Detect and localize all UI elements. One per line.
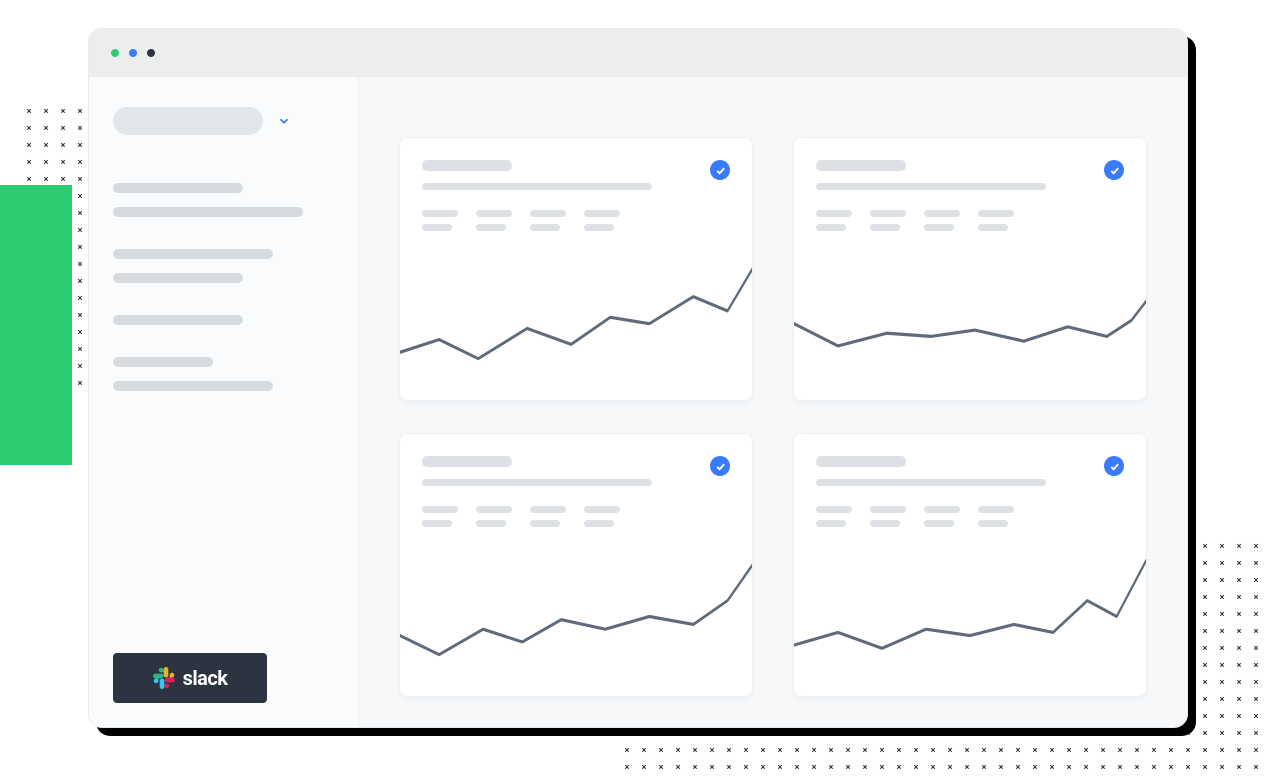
- traffic-light-green[interactable]: [111, 49, 119, 57]
- metric-card[interactable]: [399, 433, 753, 697]
- card-stat: [978, 210, 1014, 231]
- card-stat: [530, 210, 566, 231]
- sparkline-chart: [400, 537, 752, 696]
- sparkline-chart: [794, 241, 1146, 400]
- app-window: slack: [88, 28, 1188, 728]
- card-stat: [422, 506, 458, 527]
- card-stat: [422, 210, 458, 231]
- sidebar-nav: [113, 183, 334, 423]
- check-badge: [1104, 160, 1124, 180]
- card-stat: [476, 506, 512, 527]
- slack-icon: [153, 667, 175, 689]
- card-header: [422, 160, 730, 190]
- card-title: [422, 456, 512, 467]
- card-stat: [584, 210, 620, 231]
- card-title: [816, 456, 906, 467]
- sidebar-item[interactable]: [113, 249, 273, 259]
- workspace-pill: [113, 107, 263, 135]
- app-body: slack: [89, 77, 1187, 727]
- card-header: [816, 160, 1124, 190]
- sidebar-group: [113, 357, 334, 391]
- sidebar-item[interactable]: [113, 315, 243, 325]
- check-icon: [1109, 461, 1120, 472]
- card-subtitle: [816, 479, 1046, 486]
- card-subtitle: [422, 479, 652, 486]
- card-stat: [924, 506, 960, 527]
- sidebar-group: [113, 183, 334, 217]
- metric-card[interactable]: [793, 137, 1147, 401]
- card-header: [816, 456, 1124, 486]
- card-stat: [816, 506, 852, 527]
- check-icon: [715, 165, 726, 176]
- card-title: [422, 160, 512, 171]
- card-subtitle: [816, 183, 1046, 190]
- metric-card[interactable]: [399, 137, 753, 401]
- sidebar-item[interactable]: [113, 381, 273, 391]
- check-badge: [1104, 456, 1124, 476]
- card-stats-row: [816, 210, 1124, 231]
- metric-card[interactable]: [793, 433, 1147, 697]
- sparkline-chart: [400, 241, 752, 400]
- check-icon: [715, 461, 726, 472]
- window-titlebar: [89, 29, 1187, 77]
- check-badge: [710, 456, 730, 476]
- card-stat: [584, 506, 620, 527]
- check-badge: [710, 160, 730, 180]
- card-stat: [530, 506, 566, 527]
- sidebar-item[interactable]: [113, 357, 213, 367]
- card-stats-row: [422, 506, 730, 527]
- card-title: [816, 160, 906, 171]
- sidebar-group: [113, 315, 334, 325]
- main-content: [359, 77, 1187, 727]
- slack-button-label: slack: [183, 666, 228, 690]
- card-stat: [978, 506, 1014, 527]
- card-stats-row: [422, 210, 730, 231]
- sidebar-item[interactable]: [113, 273, 243, 283]
- card-stat: [476, 210, 512, 231]
- traffic-light-dark[interactable]: [147, 49, 155, 57]
- slack-button[interactable]: slack: [113, 653, 267, 703]
- check-icon: [1109, 165, 1120, 176]
- sidebar: slack: [89, 77, 359, 727]
- card-stat: [924, 210, 960, 231]
- sidebar-item[interactable]: [113, 183, 243, 193]
- card-stats-row: [816, 506, 1124, 527]
- sidebar-item[interactable]: [113, 207, 303, 217]
- decor-green-block: [0, 185, 72, 465]
- card-header: [422, 456, 730, 486]
- traffic-light-blue[interactable]: [129, 49, 137, 57]
- card-stat: [870, 210, 906, 231]
- sidebar-group: [113, 249, 334, 283]
- card-grid: [399, 137, 1147, 697]
- chevron-down-icon: [277, 114, 291, 128]
- card-subtitle: [422, 183, 652, 190]
- workspace-selector[interactable]: [113, 107, 334, 135]
- card-stat: [870, 506, 906, 527]
- card-stat: [816, 210, 852, 231]
- sparkline-chart: [794, 537, 1146, 696]
